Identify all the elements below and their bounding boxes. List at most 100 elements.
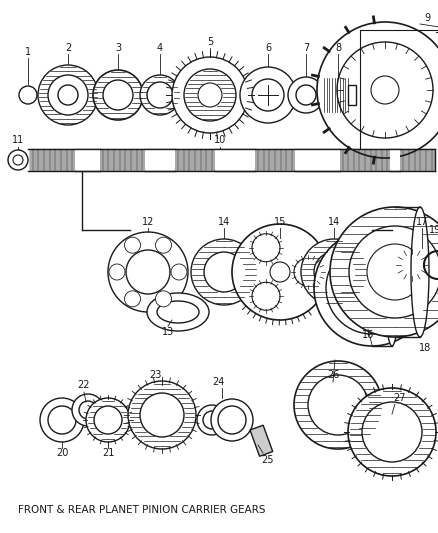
Text: 22: 22 xyxy=(78,380,90,390)
Circle shape xyxy=(326,242,418,334)
Circle shape xyxy=(94,406,122,434)
Ellipse shape xyxy=(405,253,419,277)
Text: 18: 18 xyxy=(419,343,431,353)
Circle shape xyxy=(86,398,130,442)
Ellipse shape xyxy=(401,247,423,283)
Circle shape xyxy=(58,85,78,105)
Circle shape xyxy=(294,361,382,449)
Circle shape xyxy=(191,239,257,305)
Circle shape xyxy=(172,57,248,133)
Circle shape xyxy=(356,272,388,304)
Bar xyxy=(348,85,356,105)
Circle shape xyxy=(128,381,196,449)
Text: 2: 2 xyxy=(65,43,71,53)
Circle shape xyxy=(48,75,88,115)
Circle shape xyxy=(330,207,438,337)
Circle shape xyxy=(124,291,141,307)
Text: 3: 3 xyxy=(115,43,121,53)
Circle shape xyxy=(13,155,23,165)
Circle shape xyxy=(367,244,423,300)
Circle shape xyxy=(108,232,188,312)
Circle shape xyxy=(103,80,133,110)
Circle shape xyxy=(140,393,184,437)
Text: 27: 27 xyxy=(394,393,406,403)
Circle shape xyxy=(79,401,97,419)
Bar xyxy=(145,150,175,170)
Text: 9: 9 xyxy=(424,13,430,23)
Circle shape xyxy=(362,402,422,462)
Text: 21: 21 xyxy=(102,448,114,458)
Ellipse shape xyxy=(147,293,209,331)
Bar xyxy=(295,150,340,170)
Circle shape xyxy=(270,262,290,282)
Text: 12: 12 xyxy=(142,217,154,227)
Text: FRONT & REAR PLANET PINION CARRIER GEARS: FRONT & REAR PLANET PINION CARRIER GEARS xyxy=(18,505,265,515)
Circle shape xyxy=(301,239,367,305)
Circle shape xyxy=(124,237,141,253)
Text: 15: 15 xyxy=(274,217,286,227)
Text: 13: 13 xyxy=(162,327,174,337)
Circle shape xyxy=(252,79,284,111)
Ellipse shape xyxy=(411,207,429,337)
Text: 17: 17 xyxy=(416,217,428,227)
Circle shape xyxy=(155,237,172,253)
Text: 5: 5 xyxy=(207,37,213,47)
Circle shape xyxy=(184,69,236,121)
Bar xyxy=(215,150,255,170)
Circle shape xyxy=(48,406,76,434)
Circle shape xyxy=(252,234,280,262)
Text: 19: 19 xyxy=(429,225,438,235)
Circle shape xyxy=(337,42,433,138)
Circle shape xyxy=(197,405,227,435)
Circle shape xyxy=(232,224,328,320)
Text: 14: 14 xyxy=(328,217,340,227)
Text: 26: 26 xyxy=(327,370,339,380)
Bar xyxy=(322,78,350,112)
Circle shape xyxy=(109,264,125,280)
Circle shape xyxy=(126,250,170,294)
Circle shape xyxy=(348,388,436,476)
Circle shape xyxy=(19,86,37,104)
Circle shape xyxy=(252,282,280,310)
Bar xyxy=(250,425,273,456)
Circle shape xyxy=(288,77,324,113)
Text: 25: 25 xyxy=(262,455,274,465)
Text: 20: 20 xyxy=(56,448,68,458)
Text: 7: 7 xyxy=(303,43,309,53)
Circle shape xyxy=(203,411,221,429)
Circle shape xyxy=(171,264,187,280)
Circle shape xyxy=(155,291,172,307)
Circle shape xyxy=(349,226,438,318)
Circle shape xyxy=(294,258,322,286)
Text: 10: 10 xyxy=(214,135,226,145)
Circle shape xyxy=(240,67,296,123)
Circle shape xyxy=(371,76,399,104)
Text: 11: 11 xyxy=(12,135,24,145)
Circle shape xyxy=(314,230,430,346)
Ellipse shape xyxy=(385,230,399,346)
Circle shape xyxy=(204,252,244,292)
Circle shape xyxy=(93,70,143,120)
Circle shape xyxy=(8,150,28,170)
Ellipse shape xyxy=(157,301,199,323)
Circle shape xyxy=(314,252,354,292)
Circle shape xyxy=(147,82,173,108)
Text: 14: 14 xyxy=(218,217,230,227)
Circle shape xyxy=(211,399,253,441)
Text: 24: 24 xyxy=(212,377,224,387)
Text: 8: 8 xyxy=(335,43,341,53)
Text: 16: 16 xyxy=(362,330,374,340)
Circle shape xyxy=(38,65,98,125)
Bar xyxy=(390,150,400,170)
Circle shape xyxy=(198,83,222,107)
Text: 4: 4 xyxy=(157,43,163,53)
Circle shape xyxy=(296,85,316,105)
Circle shape xyxy=(317,22,438,158)
Text: 23: 23 xyxy=(149,370,161,380)
Circle shape xyxy=(72,394,104,426)
Text: 6: 6 xyxy=(265,43,271,53)
Text: 1: 1 xyxy=(25,47,31,57)
Circle shape xyxy=(140,75,180,115)
Circle shape xyxy=(40,398,84,442)
Circle shape xyxy=(308,375,368,435)
